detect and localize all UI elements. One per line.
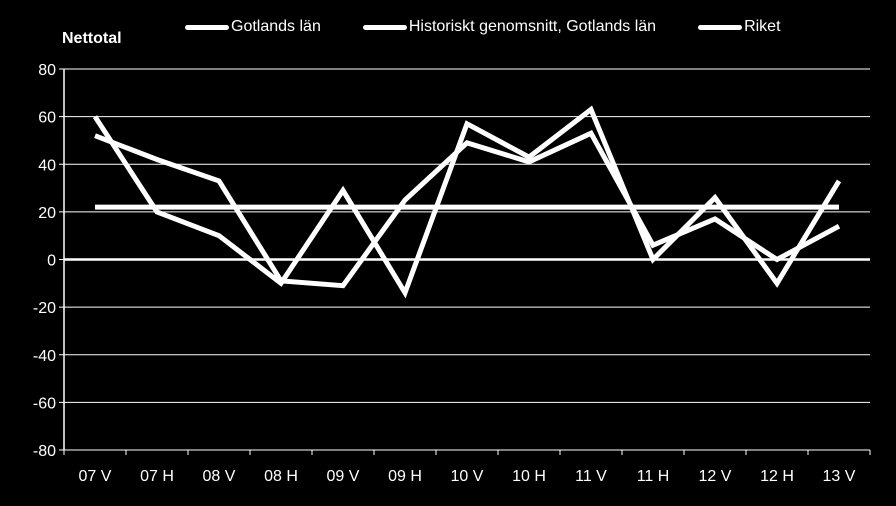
y-tick-label: 40 bbox=[38, 157, 56, 174]
y-tick-label: -80 bbox=[33, 443, 56, 460]
x-tick-label: 11 H bbox=[637, 468, 670, 485]
y-tick-label: 20 bbox=[38, 205, 56, 222]
x-tick-label: 09 V bbox=[327, 468, 360, 485]
x-tick-label: 11 V bbox=[575, 468, 607, 485]
x-tick-label: 07 H bbox=[140, 468, 174, 485]
legend-swatch bbox=[698, 24, 743, 30]
series-line-0 bbox=[92, 105, 842, 299]
legend-swatch bbox=[362, 24, 407, 30]
x-tick-label: 08 H bbox=[264, 468, 298, 485]
legend-item-riket: Riket bbox=[698, 18, 781, 36]
y-axis-title: Nettotal bbox=[62, 30, 122, 47]
x-tick-label: 13 V bbox=[823, 468, 856, 485]
legend-label: Gotlands län bbox=[231, 18, 321, 35]
x-tick-label: 10 H bbox=[512, 468, 546, 485]
y-tick-label: 80 bbox=[38, 62, 56, 79]
y-tick-label: -40 bbox=[33, 348, 56, 365]
legend-label: Riket bbox=[744, 18, 781, 35]
x-tick-label: 09 H bbox=[388, 468, 422, 485]
chart-legend: Gotlands län Historiskt genomsnitt, Gotl… bbox=[185, 18, 823, 36]
x-tick-label: 08 V bbox=[203, 468, 236, 485]
legend-swatch bbox=[185, 24, 229, 30]
y-tick-label: 60 bbox=[38, 110, 56, 127]
x-tick-label: 12 V bbox=[699, 468, 732, 485]
y-tick-label: -20 bbox=[33, 300, 56, 317]
x-tick-label: 12 H bbox=[760, 468, 794, 485]
legend-label: Historiskt genomsnitt, Gotlands län bbox=[408, 18, 657, 35]
legend-item-historical: Historiskt genomsnitt, Gotlands län bbox=[362, 18, 657, 36]
legend-item-gotland: Gotlands län bbox=[185, 18, 321, 36]
x-tick-label: 10 V bbox=[451, 468, 484, 485]
y-tick-label: -60 bbox=[33, 395, 56, 412]
series-line-1 bbox=[94, 130, 841, 289]
y-tick-label: 0 bbox=[47, 253, 56, 270]
x-tick-label: 07 V bbox=[79, 468, 112, 485]
